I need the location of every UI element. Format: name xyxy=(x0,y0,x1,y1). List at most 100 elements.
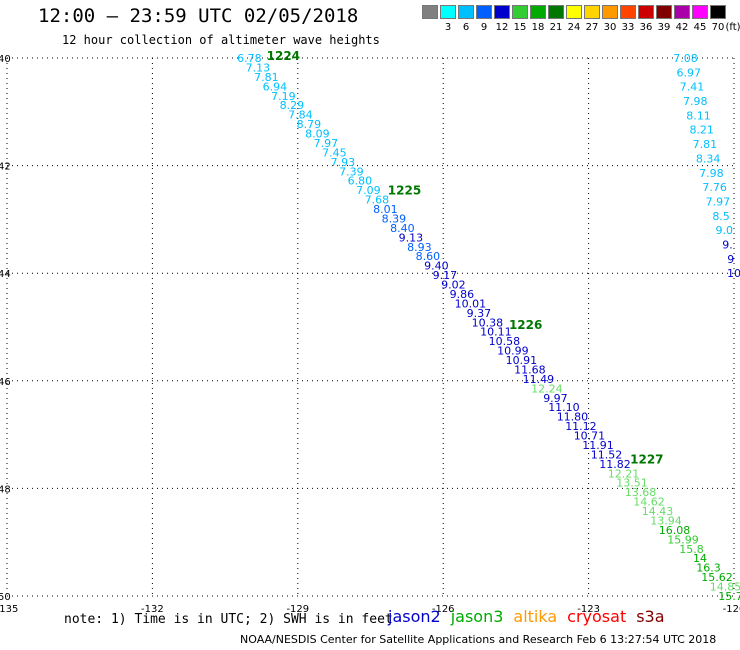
wave-height-value: 8.29 xyxy=(280,99,305,112)
lon-tick-label: -129 xyxy=(286,604,309,615)
satellite-name: jason2 xyxy=(388,607,441,626)
wave-height-value: 7.98 xyxy=(699,167,724,180)
wave-height-value: 13.94 xyxy=(650,514,682,527)
legend-swatch xyxy=(458,5,474,19)
lat-lon-grid xyxy=(6,57,735,597)
wave-height-value: 6.94 xyxy=(263,80,288,93)
time-marker: 1226 xyxy=(509,318,542,332)
legend-swatch xyxy=(710,5,726,19)
legend-swatch xyxy=(602,5,618,19)
legend-label: 30 xyxy=(603,22,617,33)
wave-height-value: 16.3 xyxy=(696,562,721,575)
lat-tick-label: 48 xyxy=(0,484,11,495)
wave-height-value: 14 xyxy=(693,552,707,565)
wave-height-value: 9.86 xyxy=(450,288,475,301)
satellite-name: cryosat xyxy=(567,607,627,626)
legend-label: 33 xyxy=(621,22,635,33)
legend-swatch xyxy=(638,5,654,19)
map-subtitle: 12 hour collection of altimeter wave hei… xyxy=(62,33,380,47)
wave-height-value: 7.93 xyxy=(331,156,356,169)
lat-tick-label: 46 xyxy=(0,377,11,388)
time-marker: 1225 xyxy=(388,184,421,198)
wave-height-value: 7.97 xyxy=(314,137,339,150)
lon-tick-label: -132 xyxy=(141,604,164,615)
time-marker: 1224 xyxy=(267,49,300,63)
legend-label: 36 xyxy=(639,22,653,33)
legend-swatch xyxy=(674,5,690,19)
legend-swatch xyxy=(494,5,510,19)
altimeter-tracks: 6.787.137.816.947.198.297.848.798.097.97… xyxy=(237,49,740,603)
wave-height-value: 11.10 xyxy=(548,401,580,414)
lon-tick-label: -123 xyxy=(577,604,600,615)
wave-height-value: 11.12 xyxy=(565,420,597,433)
wave-height-value: 9. xyxy=(722,239,733,252)
wave-height-value: 11.80 xyxy=(557,411,589,424)
legend-swatch xyxy=(530,5,546,19)
wave-height-value: 12.24 xyxy=(531,382,563,395)
wave-height-value: 8.40 xyxy=(390,222,415,235)
legend-swatch xyxy=(476,5,492,19)
wave-height-value: 11.91 xyxy=(582,439,614,452)
legend-swatch xyxy=(512,5,528,19)
wave-height-value: 9.02 xyxy=(441,279,466,292)
wave-height-value: 9.97 xyxy=(543,392,568,405)
wave-height-value: 6.78 xyxy=(237,52,262,65)
wave-height-value: 6.97 xyxy=(677,66,702,79)
wave-height-value: 16.08 xyxy=(659,524,691,537)
legend-swatch xyxy=(584,5,600,19)
legend-label: 9 xyxy=(480,22,488,33)
legend-label: 21 xyxy=(549,22,563,33)
wave-height-value: 7.08 xyxy=(673,52,698,65)
wave-height-value: 10.99 xyxy=(497,345,529,358)
legend-label: 12 xyxy=(495,22,509,33)
wave-height-value: 6.80 xyxy=(348,175,373,188)
lon-tick-label: -135 xyxy=(0,604,18,615)
satellite-name: s3a xyxy=(636,607,665,626)
legend-unit: (ft) xyxy=(725,22,740,33)
legend-swatch xyxy=(548,5,564,19)
footnote: note: 1) Time is in UTC; 2) SWH is in fe… xyxy=(64,612,393,627)
wave-height-value: 7.45 xyxy=(322,146,347,159)
wave-height-value: 7.19 xyxy=(271,90,296,103)
satellite-legend: jason2 jason3 altika cryosat s3a xyxy=(388,607,675,626)
legend-swatch xyxy=(422,5,438,19)
wave-height-value: 15.8 xyxy=(679,543,704,556)
wave-height-value: 10.01 xyxy=(455,297,487,310)
wave-height-value: 7.81 xyxy=(254,71,279,84)
wave-height-value: 15.78 xyxy=(718,590,740,603)
legend-label: 15 xyxy=(513,22,527,33)
axis-labels: 40 42 44 46 48 50-135 -132 -129 -126 -123 -120 xyxy=(0,54,740,615)
map-title: 12:00 – 23:59 UTC 02/05/2018 xyxy=(38,5,359,27)
wave-height-value: 14.62 xyxy=(633,496,665,509)
wave-height-value: 9.13 xyxy=(399,231,424,244)
wave-height-value: 12.21 xyxy=(608,467,640,480)
wave-height-value: 11.82 xyxy=(599,458,631,471)
wave-height-value: 7.81 xyxy=(693,138,718,151)
wave-height-value: 10.71 xyxy=(574,430,606,443)
wave-height-value: 15.99 xyxy=(667,533,699,546)
wave-height-value: 14.43 xyxy=(642,505,674,518)
lon-tick-label: -126 xyxy=(432,604,455,615)
wave-height-value: 11.49 xyxy=(523,373,555,386)
wave-height-value: 8.11 xyxy=(686,109,711,122)
legend-swatch xyxy=(566,5,582,19)
lat-tick-label: 44 xyxy=(0,269,11,280)
lat-tick-label: 50 xyxy=(0,592,11,603)
wave-height-value: 10.58 xyxy=(489,335,521,348)
legend-swatch xyxy=(440,5,456,19)
wave-height-value: 9.0 xyxy=(716,224,734,237)
credit-line: NOAA/NESDIS Center for Satellite Applica… xyxy=(240,633,717,646)
lat-tick-label: 40 xyxy=(0,54,11,65)
wave-height-value: 8.21 xyxy=(689,124,714,137)
wave-height-value: 9.17 xyxy=(433,269,458,282)
wave-height-value: 8.34 xyxy=(696,152,721,165)
wave-height-value: 11.52 xyxy=(591,448,623,461)
wave-height-value: 7.68 xyxy=(365,194,390,207)
wave-height-value: 7.76 xyxy=(702,181,727,194)
legend-swatch xyxy=(620,5,636,19)
legend-label: 6 xyxy=(462,22,470,33)
wave-height-value: 7.13 xyxy=(246,61,271,74)
wave-height-value: 7.84 xyxy=(288,109,313,122)
wave-height-value: 10 xyxy=(727,267,740,280)
wave-height-value: 8.60 xyxy=(416,250,441,263)
